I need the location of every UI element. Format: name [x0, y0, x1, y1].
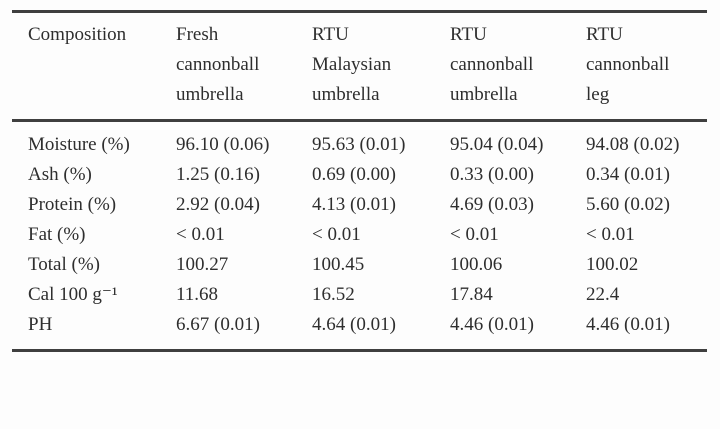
row-label-moisture: Moisture (%)	[28, 134, 130, 155]
row-label-ph: PH	[28, 314, 53, 335]
table-cell: < 0.01	[450, 224, 499, 245]
table-cell: 0.33 (0.00)	[450, 164, 534, 185]
header-row: Composition Fresh cannonball umbrella RT…	[12, 11, 707, 121]
table-cell: 4.69 (0.03)	[450, 194, 534, 215]
table-cell: 11.68	[176, 284, 219, 305]
table-cell: < 0.01	[586, 224, 635, 245]
column-header-rtu-cannonball-leg: RTU cannonball leg	[586, 24, 670, 105]
table-cell: 17.84	[450, 284, 493, 305]
row-label-calories: Cal 100 g⁻¹	[28, 284, 118, 305]
table-cell: 0.69 (0.00)	[312, 164, 396, 185]
table-cell: 16.52	[312, 284, 355, 305]
table-row-calories: Cal 100 g⁻¹ 11.68 16.52 17.84 22.4	[12, 280, 707, 310]
composition-table: Composition Fresh cannonball umbrella RT…	[12, 10, 707, 352]
table-cell: 95.63 (0.01)	[312, 134, 406, 155]
table-row-total: Total (%) 100.27 100.45 100.06 100.02	[12, 250, 707, 280]
table-cell: 4.13 (0.01)	[312, 194, 396, 215]
composition-table-container: Composition Fresh cannonball umbrella RT…	[12, 10, 707, 352]
table-header: Composition Fresh cannonball umbrella RT…	[12, 11, 707, 121]
table-row-protein: Protein (%) 2.92 (0.04) 4.13 (0.01) 4.69…	[12, 190, 707, 220]
table-cell: < 0.01	[312, 224, 361, 245]
table-cell: 2.92 (0.04)	[176, 194, 260, 215]
table-row-moisture: Moisture (%) 96.10 (0.06) 95.63 (0.01) 9…	[12, 121, 707, 161]
row-label-fat: Fat (%)	[28, 224, 86, 245]
table-cell: 6.67 (0.01)	[176, 314, 260, 335]
table-row-ph: PH 6.67 (0.01) 4.64 (0.01) 4.46 (0.01) 4…	[12, 310, 707, 351]
table-cell: 5.60 (0.02)	[586, 194, 670, 215]
table-cell: 100.02	[586, 254, 639, 275]
column-header-fresh-cannonball-umbrella: Fresh cannonball umbrella	[176, 24, 260, 105]
table-cell: < 0.01	[176, 224, 225, 245]
column-header-rtu-cannonball-umbrella: RTU cannonball umbrella	[450, 24, 534, 105]
row-label-total: Total (%)	[28, 254, 101, 275]
table-body: Moisture (%) 96.10 (0.06) 95.63 (0.01) 9…	[12, 121, 707, 351]
column-header-composition: Composition	[28, 24, 127, 45]
column-header-rtu-malaysian-umbrella: RTU Malaysian umbrella	[312, 24, 392, 105]
table-cell: 95.04 (0.04)	[450, 134, 544, 155]
table-cell: 100.27	[176, 254, 229, 275]
table-row-fat: Fat (%) < 0.01 < 0.01 < 0.01 < 0.01	[12, 220, 707, 250]
table-cell: 4.46 (0.01)	[586, 314, 670, 335]
table-cell: 22.4	[586, 284, 620, 305]
table-cell: 96.10 (0.06)	[176, 134, 270, 155]
table-cell: 4.64 (0.01)	[312, 314, 396, 335]
table-cell: 94.08 (0.02)	[586, 134, 680, 155]
table-cell: 1.25 (0.16)	[176, 164, 260, 185]
row-label-ash: Ash (%)	[28, 164, 92, 185]
table-cell: 0.34 (0.01)	[586, 164, 670, 185]
table-cell: 100.06	[450, 254, 503, 275]
row-label-protein: Protein (%)	[28, 194, 117, 215]
table-cell: 4.46 (0.01)	[450, 314, 534, 335]
table-cell: 100.45	[312, 254, 365, 275]
table-row-ash: Ash (%) 1.25 (0.16) 0.69 (0.00) 0.33 (0.…	[12, 160, 707, 190]
